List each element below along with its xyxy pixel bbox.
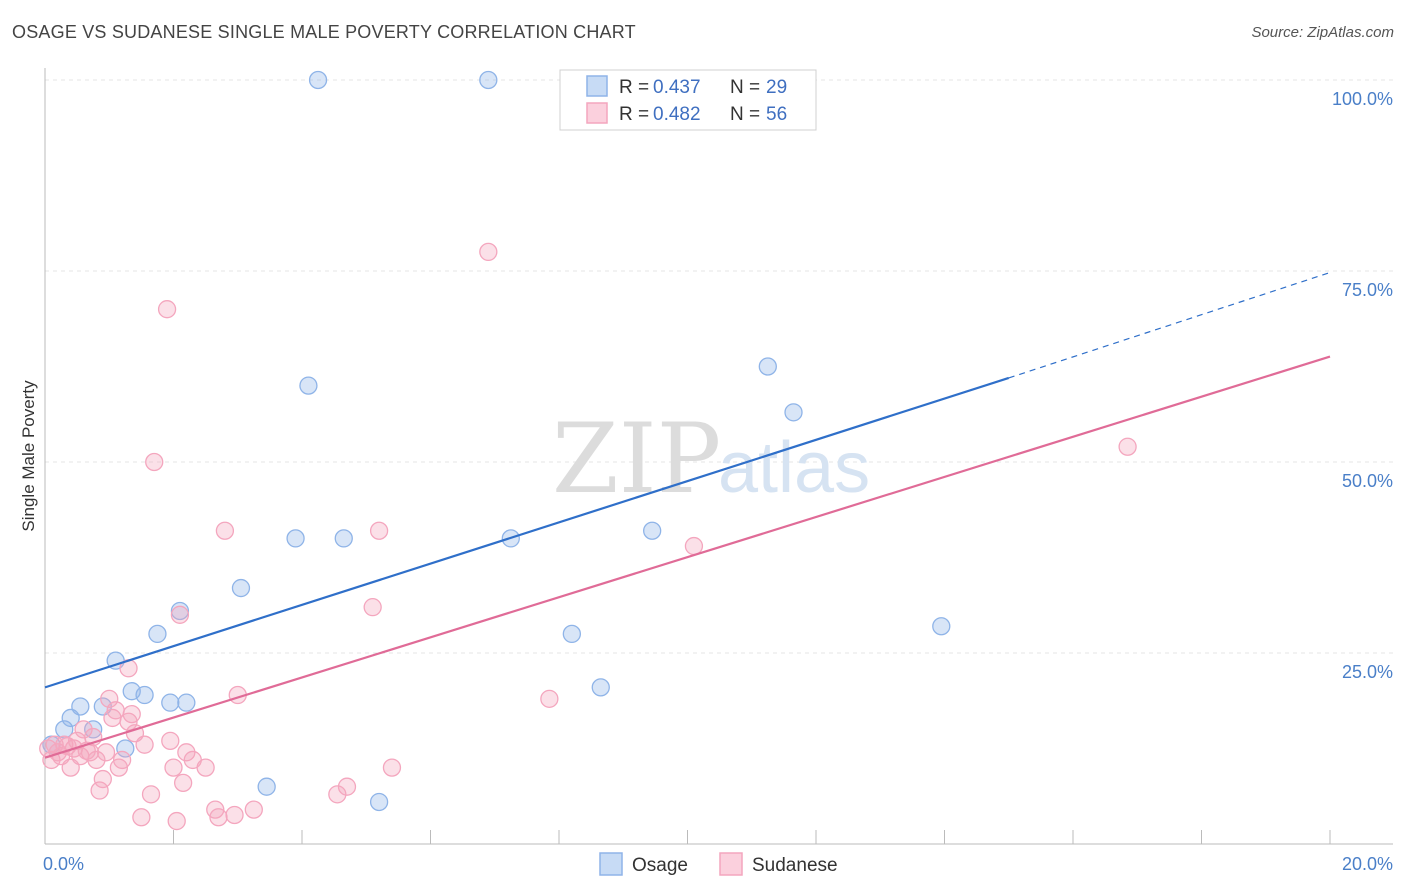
- sudanese-point-15: [93, 769, 112, 789]
- osage-point-16: [286, 529, 305, 548]
- osage-series-swatch: [599, 852, 623, 876]
- watermark: ZIP atlas: [552, 403, 870, 515]
- osage-point-26: [758, 357, 777, 376]
- sudanese-points: [39, 242, 1137, 831]
- osage-point-9: [135, 685, 154, 705]
- series-legend: Osage Sudanese: [599, 852, 838, 876]
- y-tick-label-50: 50.0%: [1342, 471, 1393, 491]
- y-axis-label: Single Male Poverty: [19, 380, 38, 532]
- sudanese-point-38: [196, 758, 215, 777]
- osage-point-4: [84, 720, 103, 739]
- sudanese-point-30: [157, 300, 177, 319]
- x-tick-label-min: 0.0%: [43, 854, 84, 874]
- sudanese-point-33: [167, 811, 186, 831]
- sudanese-trend-line: [44, 355, 1331, 759]
- sudanese-point-21: [112, 750, 132, 770]
- osage-point-15: [257, 777, 276, 796]
- osage-point-10: [148, 624, 167, 644]
- y-tick-label-25: 25.0%: [1342, 662, 1393, 682]
- sudanese-legend-swatch: [586, 102, 608, 124]
- osage-point-18: [308, 70, 328, 90]
- osage-point-24: [591, 678, 610, 697]
- sudanese-point-27: [135, 735, 154, 754]
- osage-trend-extension: [1008, 271, 1331, 379]
- sudanese-point-47: [363, 598, 382, 617]
- stats-legend: R = 0.437 N = 29 R = 0.482 N = 56: [559, 69, 817, 131]
- sudanese-point-16: [96, 743, 116, 762]
- sudanese-r-label: R =: [619, 104, 649, 125]
- trend-lines: [44, 271, 1331, 759]
- sudanese-point-26: [132, 808, 151, 827]
- osage-point-3: [71, 697, 90, 716]
- y-tick-labels: 25.0% 50.0% 75.0% 100.0%: [1332, 89, 1393, 682]
- osage-point-21: [479, 70, 498, 90]
- sudanese-point-45: [328, 785, 347, 804]
- osage-r-value: 0.437: [653, 77, 701, 98]
- y-tick-label-75: 75.0%: [1342, 280, 1393, 300]
- sudanese-point-44: [244, 800, 263, 819]
- osage-point-20: [369, 792, 389, 812]
- osage-legend-swatch: [586, 75, 608, 97]
- sudanese-point-53: [1118, 437, 1137, 456]
- osage-point-25: [643, 521, 662, 540]
- sudanese-point-49: [382, 758, 402, 777]
- osage-point-13: [177, 693, 196, 712]
- sudanese-point-52: [684, 536, 704, 556]
- sudanese-point-34: [170, 605, 190, 624]
- sudanese-point-40: [209, 808, 228, 827]
- osage-n-label: N =: [730, 77, 760, 98]
- osage-n-value: 29: [766, 77, 787, 98]
- sudanese-n-label: N =: [730, 104, 760, 125]
- sudanese-point-29: [145, 452, 164, 472]
- sudanese-point-50: [479, 242, 498, 262]
- osage-point-17: [299, 376, 318, 395]
- sudanese-point-14: [90, 781, 109, 800]
- sudanese-point-41: [215, 521, 235, 540]
- sudanese-point-51: [540, 689, 559, 708]
- sudanese-point-46: [337, 777, 357, 796]
- sudanese-point-31: [161, 731, 180, 751]
- x-tick-label-max: 20.0%: [1342, 854, 1393, 874]
- sudanese-point-13: [87, 750, 106, 770]
- sudanese-point-17: [100, 689, 119, 708]
- sudanese-point-35: [173, 773, 193, 793]
- osage-point-23: [562, 624, 581, 644]
- sudanese-point-28: [141, 785, 161, 804]
- sudanese-point-24: [122, 704, 141, 724]
- osage-point-19: [334, 529, 353, 548]
- y-tick-label-100: 100.0%: [1332, 89, 1393, 109]
- sudanese-point-48: [369, 521, 389, 540]
- sudanese-series-label: Sudanese: [752, 855, 838, 876]
- osage-trend-line: [44, 376, 1010, 689]
- grid-lines: [45, 79, 1393, 654]
- osage-point-28: [932, 617, 951, 636]
- sudanese-point-32: [164, 758, 183, 777]
- sudanese-point-10: [74, 720, 93, 739]
- source-label: Source: ZipAtlas.com: [1251, 24, 1394, 41]
- osage-r-label: R =: [619, 77, 649, 98]
- sudanese-n-value: 56: [766, 104, 787, 125]
- osage-point-14: [231, 578, 251, 598]
- osage-point-11: [161, 693, 180, 712]
- sudanese-series-swatch: [719, 852, 743, 876]
- osage-series-label: Osage: [632, 855, 688, 876]
- sudanese-point-42: [225, 805, 244, 825]
- sudanese-r-value: 0.482: [653, 104, 701, 125]
- osage-point-27: [784, 403, 803, 422]
- watermark-atlas: atlas: [718, 428, 870, 508]
- chart-title: OSAGE VS SUDANESE SINGLE MALE POVERTY CO…: [12, 22, 636, 42]
- osage-point-7: [116, 739, 135, 758]
- axes: [44, 68, 1393, 845]
- x-ticks: [173, 830, 1331, 844]
